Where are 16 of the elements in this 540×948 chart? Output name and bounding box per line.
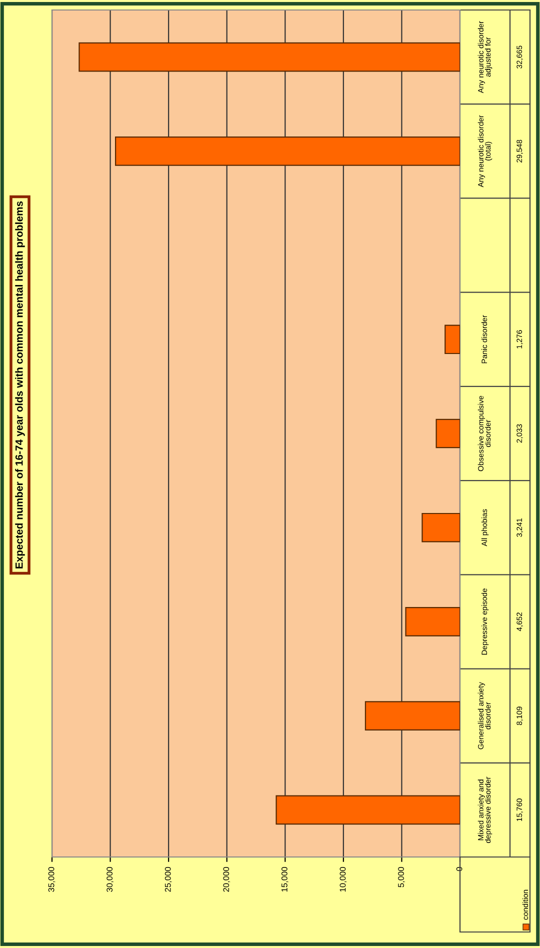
x-tick-label: 5,000 <box>398 867 405 888</box>
x-tick-label: 25,000 <box>164 867 172 892</box>
bar <box>436 418 460 448</box>
x-tick-label: 30,000 <box>106 867 114 892</box>
bar <box>276 795 460 825</box>
bar <box>444 324 460 354</box>
bar <box>115 136 460 166</box>
bar <box>422 512 460 542</box>
text: Expected number of 16-74 year olds with common mental health problems <box>15 201 25 568</box>
x-tick-label: 20,000 <box>223 867 230 892</box>
x-tick-label: 10,000 <box>340 867 347 892</box>
bar <box>405 607 460 636</box>
bar <box>78 42 460 72</box>
x-tick-label: 15,000 <box>281 867 288 892</box>
x-tick-label: 35,000 <box>48 867 56 892</box>
bar <box>364 701 460 731</box>
